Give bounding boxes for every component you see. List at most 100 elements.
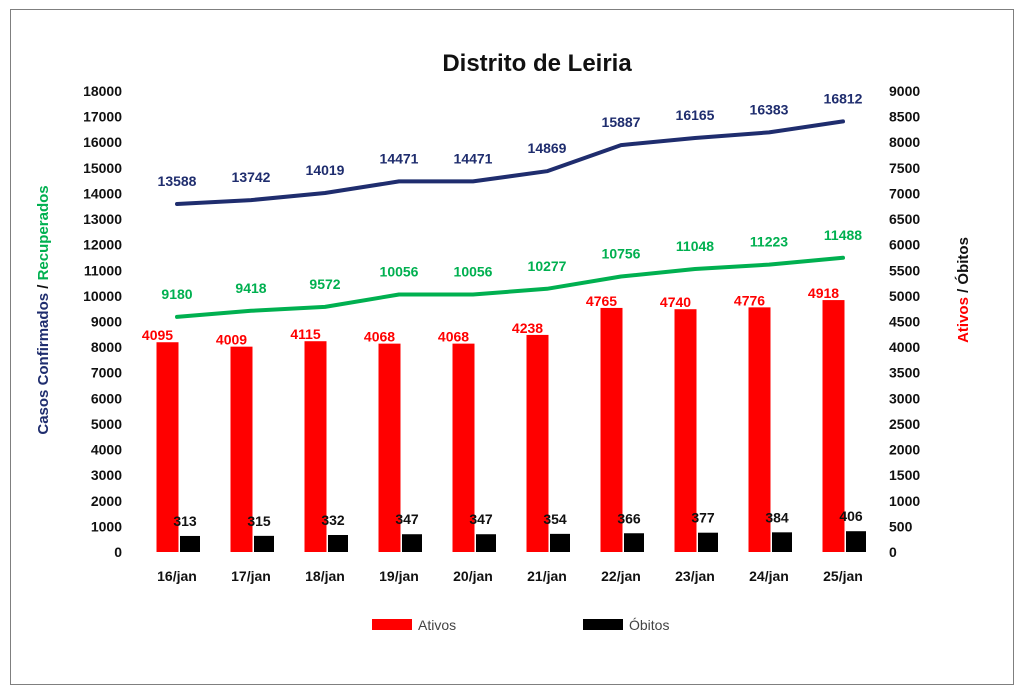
- category-label: 17/jan: [231, 568, 271, 584]
- ativos-bar: [452, 343, 475, 552]
- confirmados-data-label: 13742: [232, 169, 271, 185]
- right-tick-label: 1500: [889, 467, 920, 483]
- left-tick-label: 5000: [91, 416, 122, 432]
- ativos-data-label: 4776: [734, 292, 765, 308]
- left-tick-label: 12000: [83, 237, 122, 253]
- left-tick-label: 10000: [83, 288, 122, 304]
- ativos-bar: [526, 334, 549, 552]
- recuperados-line: [175, 255, 845, 319]
- confirmados-data-label: 14019: [306, 162, 345, 178]
- category-label: 22/jan: [601, 568, 641, 584]
- obitos-data-label: 347: [469, 511, 493, 527]
- recuperados-data-label: 10056: [454, 263, 493, 279]
- ativos-data-label: 4238: [512, 320, 543, 336]
- left-tick-label: 15000: [83, 160, 122, 176]
- obitos-bar: [328, 534, 348, 552]
- right-tick-label: 6500: [889, 211, 920, 227]
- left-tick-label: 2000: [91, 493, 122, 509]
- left-tick-label: 8000: [91, 339, 122, 355]
- legend-label: Ativos: [418, 617, 456, 633]
- legend-swatch: [372, 619, 412, 630]
- obitos-bar: [402, 534, 422, 552]
- legend-label: Óbitos: [629, 617, 669, 633]
- right-tick-label: 8500: [889, 109, 920, 125]
- legend: Ativos Óbitos: [372, 617, 669, 633]
- category-label: 21/jan: [527, 568, 567, 584]
- obitos-bar: [698, 532, 718, 552]
- right-tick-label: 4500: [889, 314, 920, 330]
- obitos-data-label: 354: [543, 511, 567, 527]
- obitos-data-label: 332: [321, 512, 345, 528]
- obitos-data-label: 406: [839, 508, 863, 524]
- obitos-bar: [254, 535, 274, 552]
- obitos-bar: [772, 532, 792, 552]
- ativos-data-label: 4068: [364, 329, 395, 345]
- category-label: 16/jan: [157, 568, 197, 584]
- legend-swatch: [583, 619, 623, 630]
- confirmados-data-label: 16383: [750, 101, 789, 117]
- left-tick-label: 18000: [83, 83, 122, 99]
- category-label: 25/jan: [823, 568, 863, 584]
- right-tick-label: 6000: [889, 237, 920, 253]
- category-label: 20/jan: [453, 568, 493, 584]
- right-tick-label: 3500: [889, 365, 920, 381]
- left-tick-label: 0: [114, 544, 122, 560]
- right-tick-label: 9000: [889, 83, 920, 99]
- ativos-data-label: 4740: [660, 294, 691, 310]
- recuperados-data-label: 11488: [824, 227, 862, 243]
- right-tick-label: 7500: [889, 160, 920, 176]
- category-label: 23/jan: [675, 568, 715, 584]
- confirmados-data-label: 13588: [158, 173, 197, 189]
- ativos-bar: [600, 307, 623, 552]
- left-tick-label: 16000: [83, 134, 122, 150]
- recuperados-data-label: 10756: [602, 246, 641, 262]
- obitos-bar: [624, 533, 644, 552]
- ativos-bar: [230, 346, 253, 552]
- obitos-bar: [846, 531, 866, 552]
- recuperados-data-label: 10277: [528, 258, 567, 274]
- obitos-bar: [180, 535, 200, 552]
- ativos-data-label: 4115: [290, 326, 321, 342]
- left-tick-label: 3000: [91, 467, 122, 483]
- right-tick-label: 3000: [889, 390, 920, 406]
- recuperados-data-label: 11223: [750, 234, 788, 250]
- confirmados-data-label: 14471: [380, 150, 419, 166]
- category-label: 24/jan: [749, 568, 789, 584]
- left-tick-label: 9000: [91, 314, 122, 330]
- left-tick-label: 6000: [91, 390, 122, 406]
- ativos-data-label: 4765: [586, 293, 617, 309]
- right-tick-label: 2000: [889, 442, 920, 458]
- recuperados-data-label: 9418: [235, 280, 266, 296]
- left-tick-label: 17000: [83, 109, 122, 125]
- right-tick-label: 8000: [889, 134, 920, 150]
- recuperados-data-label: 9180: [161, 286, 192, 302]
- left-axis-title: Casos Confirmados / Recuperados: [35, 185, 52, 434]
- right-tick-label: 5000: [889, 288, 920, 304]
- obitos-data-label: 315: [247, 513, 271, 529]
- confirmados-data-label: 15887: [602, 114, 641, 130]
- ativos-bar: [378, 343, 401, 552]
- left-tick-label: 13000: [83, 211, 122, 227]
- ativos-bar: [674, 309, 697, 552]
- confirmados-data-label: 16165: [676, 107, 715, 123]
- ativos-bar: [748, 307, 771, 552]
- chart-title: Distrito de Leiria: [442, 50, 632, 77]
- ativos-data-label: 4918: [808, 285, 839, 301]
- right-tick-label: 500: [889, 518, 913, 534]
- right-tick-label: 2500: [889, 416, 920, 432]
- ativos-data-label: 4009: [216, 332, 247, 348]
- right-tick-label: 7000: [889, 185, 920, 201]
- confirmados-line: [175, 119, 845, 206]
- confirmados-data-label: 16812: [824, 90, 863, 106]
- obitos-bar: [550, 533, 570, 552]
- obitos-data-label: 377: [691, 510, 715, 526]
- right-tick-label: 1000: [889, 493, 920, 509]
- recuperados-data-label: 10056: [380, 263, 419, 279]
- ativos-bar: [822, 300, 845, 552]
- obitos-bar: [476, 534, 496, 552]
- left-tick-label: 1000: [91, 518, 122, 534]
- left-tick-label: 7000: [91, 365, 122, 381]
- category-label: 19/jan: [379, 568, 419, 584]
- confirmados-data-label: 14869: [528, 140, 567, 156]
- obitos-data-label: 313: [173, 513, 197, 529]
